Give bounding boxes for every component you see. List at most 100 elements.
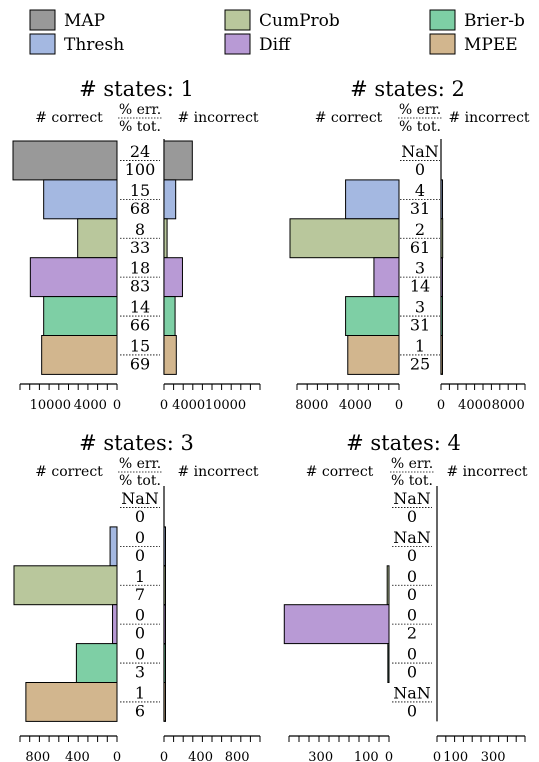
pct-tot-label-diff: 0 xyxy=(135,624,145,643)
correct-bar-mpee xyxy=(348,336,399,375)
correct-bar-mpee xyxy=(42,336,117,375)
pct-err-label-mpee: 15 xyxy=(130,337,150,356)
correct-tick-label: 4000 xyxy=(339,398,372,413)
pct-tot-label-mpee: 69 xyxy=(130,355,150,374)
incorrect-bar-brier-b xyxy=(441,297,443,336)
pct-tot-label-map: 0 xyxy=(407,507,417,526)
incorrect-bar-thresh xyxy=(164,180,176,219)
pct-err-header: % err. xyxy=(119,456,161,472)
correct-bar-thresh xyxy=(44,180,117,219)
correct-tick-label: 4000 xyxy=(74,398,107,413)
incorrect-header: # incorrect xyxy=(177,464,258,480)
incorrect-tick-label: 8000 xyxy=(492,398,525,413)
legend-swatch-map xyxy=(30,10,55,30)
pct-err-label-diff: 18 xyxy=(130,259,150,278)
pct-err-label-diff: 0 xyxy=(135,606,145,625)
pct-tot-label-diff: 14 xyxy=(410,277,430,296)
pct-tot-header: % tot. xyxy=(119,473,161,489)
pct-err-label-cumprob: 8 xyxy=(135,220,145,239)
correct-bar-diff xyxy=(374,258,399,297)
correct-bar-cumprob xyxy=(290,219,399,258)
incorrect-bar-map xyxy=(164,141,192,180)
pct-err-label-brier-b: 0 xyxy=(407,645,417,664)
legend-label-thresh: Thresh xyxy=(64,35,124,55)
incorrect-tick-label: 0 xyxy=(437,398,445,413)
pct-tot-label-map: 100 xyxy=(125,160,156,179)
correct-bar-thresh xyxy=(346,180,399,219)
correct-tick-label: 10000 xyxy=(30,398,71,413)
correct-tick-label: 0 xyxy=(395,398,403,413)
pct-tot-label-mpee: 0 xyxy=(407,702,417,721)
panel-2: # states: 2 # correct # incorrect % err.% t… xyxy=(290,77,530,413)
pct-tot-label-diff: 2 xyxy=(407,624,417,643)
pct-tot-label-brier-b: 31 xyxy=(410,316,430,335)
pct-tot-label-thresh: 68 xyxy=(130,199,150,218)
correct-bar-cumprob xyxy=(14,566,117,605)
incorrect-bar-thresh xyxy=(441,180,443,219)
pct-err-label-map: NaN xyxy=(121,489,159,508)
incorrect-bar-cumprob xyxy=(164,219,167,258)
pct-tot-header: % tot. xyxy=(119,119,161,135)
incorrect-tick-label: 100 xyxy=(443,750,468,762)
incorrect-bar-cumprob xyxy=(441,219,443,258)
correct-bar-diff xyxy=(30,258,117,297)
correct-bar-diff xyxy=(113,605,117,644)
correct-bar-brier-b xyxy=(346,297,399,336)
pct-err-label-map: 24 xyxy=(130,142,150,161)
incorrect-header: # incorrect xyxy=(446,464,527,480)
pct-tot-label-map: 0 xyxy=(135,507,145,526)
correct-bar-mpee xyxy=(26,683,117,722)
pct-tot-header: % tot. xyxy=(399,119,441,135)
legend-label-brier-b: Brier-b xyxy=(464,11,525,31)
pct-err-label-thresh: NaN xyxy=(393,528,431,547)
correct-header: # correct xyxy=(315,110,383,126)
pct-err-label-cumprob: 0 xyxy=(407,567,417,586)
correct-tick-label: 0 xyxy=(113,750,121,762)
correct-bar-brier-b xyxy=(44,297,117,336)
correct-tick-label: 0 xyxy=(113,398,121,413)
legend-label-cumprob: CumProb xyxy=(259,11,340,31)
incorrect-bar-mpee xyxy=(164,336,176,375)
correct-bar-brier-b xyxy=(76,644,117,683)
pct-tot-label-diff: 83 xyxy=(130,277,150,296)
pct-tot-label-brier-b: 66 xyxy=(130,316,150,335)
pct-err-label-brier-b: 0 xyxy=(135,645,145,664)
pct-tot-label-cumprob: 7 xyxy=(135,585,145,604)
panel-title: # states: 3 xyxy=(79,431,194,455)
incorrect-bar-diff xyxy=(441,258,443,297)
panel-title: # states: 2 xyxy=(350,77,465,101)
pct-err-label-brier-b: 14 xyxy=(130,298,150,317)
pct-err-label-mpee: 1 xyxy=(135,684,145,703)
legend: MAP Thresh CumProb Diff Brier-b MPEE xyxy=(30,10,525,55)
correct-header: # correct xyxy=(35,110,103,126)
incorrect-tick-label: 0 xyxy=(160,750,168,762)
pct-err-label-diff: 0 xyxy=(407,606,417,625)
pct-tot-label-thresh: 31 xyxy=(410,199,430,218)
legend-label-mpee: MPEE xyxy=(464,35,518,55)
pct-err-label-map: NaN xyxy=(393,489,431,508)
correct-tick-label: 100 xyxy=(354,750,379,762)
correct-tick-label: 0 xyxy=(385,750,393,762)
incorrect-tick-label: 0 xyxy=(160,398,168,413)
incorrect-tick-label: 4000 xyxy=(172,398,205,413)
correct-header: # correct xyxy=(306,464,374,480)
incorrect-tick-label: 800 xyxy=(225,750,250,762)
panels: # states: 1# correct # incorrect% err.% t… xyxy=(13,77,530,762)
incorrect-tick-label: 10000 xyxy=(205,398,246,413)
correct-bar-thresh xyxy=(110,527,117,566)
pct-tot-label-mpee: 25 xyxy=(410,355,430,374)
incorrect-tick-label: 300 xyxy=(481,750,506,762)
panel-title: # states: 1 xyxy=(79,77,194,101)
legend-swatch-brier-b xyxy=(430,10,455,30)
pct-tot-label-thresh: 0 xyxy=(135,546,145,565)
correct-bar-brier-b xyxy=(388,644,389,683)
incorrect-tick-label: 0 xyxy=(433,750,441,762)
pct-err-label-thresh: 0 xyxy=(135,528,145,547)
correct-tick-label: 400 xyxy=(65,750,90,762)
pct-err-label-cumprob: 1 xyxy=(135,567,145,586)
incorrect-header: # incorrect xyxy=(448,110,529,126)
incorrect-bar-mpee xyxy=(164,683,166,722)
correct-header: # correct xyxy=(35,464,103,480)
pct-tot-label-mpee: 6 xyxy=(135,702,145,721)
